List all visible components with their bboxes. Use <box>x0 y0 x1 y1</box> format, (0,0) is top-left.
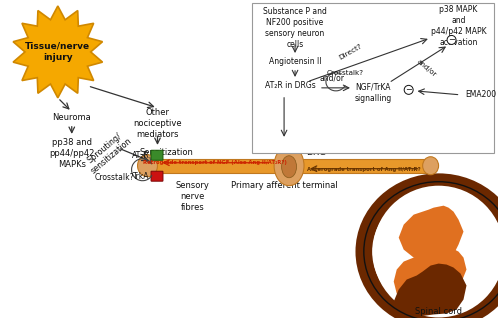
Circle shape <box>404 85 413 94</box>
Text: Tissue/nerve
injury: Tissue/nerve injury <box>26 42 90 62</box>
Text: Neuroma: Neuroma <box>52 113 91 122</box>
Text: p38 MAPK
and
p44/p42 MAPK
activation: p38 MAPK and p44/p42 MAPK activation <box>430 5 486 47</box>
FancyBboxPatch shape <box>151 171 163 181</box>
FancyBboxPatch shape <box>151 150 163 160</box>
Ellipse shape <box>373 186 500 317</box>
Circle shape <box>447 35 456 44</box>
Text: TrkA: TrkA <box>133 172 150 181</box>
Text: Substance P and
NF200 positive
sensory neuron
cells: Substance P and NF200 positive sensory n… <box>263 7 327 49</box>
Text: DRG: DRG <box>306 148 326 157</box>
Text: Sprouting/
sensitization: Sprouting/ sensitization <box>82 128 133 175</box>
Polygon shape <box>398 206 464 264</box>
Text: Sensory
nerve
fibres: Sensory nerve fibres <box>176 181 210 212</box>
Bar <box>252 3 494 153</box>
Ellipse shape <box>282 156 296 178</box>
Text: Anterograde transport of Ang II/AT₂R?: Anterograde transport of Ang II/AT₂R? <box>307 167 420 172</box>
Text: AT₂R: AT₂R <box>132 151 150 160</box>
Text: Crosstalk?: Crosstalk? <box>95 173 134 182</box>
Polygon shape <box>394 263 466 318</box>
Polygon shape <box>13 6 102 98</box>
Text: and/or: and/or <box>320 74 344 83</box>
Text: EMA200: EMA200 <box>465 90 496 99</box>
Text: pp38 and
pp44/pp42
MAPKs: pp38 and pp44/pp42 MAPKs <box>49 138 94 169</box>
Text: Crosstalk?: Crosstalk? <box>326 70 364 76</box>
Text: Direct?: Direct? <box>338 43 363 61</box>
Ellipse shape <box>422 157 438 175</box>
Ellipse shape <box>364 182 500 319</box>
Text: Spinal cord: Spinal cord <box>415 308 462 316</box>
Text: Primary afferent terminal: Primary afferent terminal <box>230 181 338 190</box>
Text: and/or: and/or <box>416 58 438 78</box>
Text: Sensitization: Sensitization <box>140 148 194 157</box>
Text: AT₂R in DRGs: AT₂R in DRGs <box>264 81 316 90</box>
Ellipse shape <box>138 155 158 177</box>
Ellipse shape <box>274 146 304 186</box>
Bar <box>148 159 431 173</box>
Polygon shape <box>394 248 466 302</box>
Text: Angiotensin II: Angiotensin II <box>269 57 322 66</box>
Text: Other
nociceptive
mediators: Other nociceptive mediators <box>133 108 182 139</box>
Text: −: − <box>405 85 412 94</box>
Text: −: − <box>448 35 455 44</box>
Text: Retrograde transport of NGF (Also Ang II/AT₂R?): Retrograde transport of NGF (Also Ang II… <box>144 160 287 165</box>
Text: NGF/TrKA
signalling: NGF/TrKA signalling <box>354 83 392 103</box>
